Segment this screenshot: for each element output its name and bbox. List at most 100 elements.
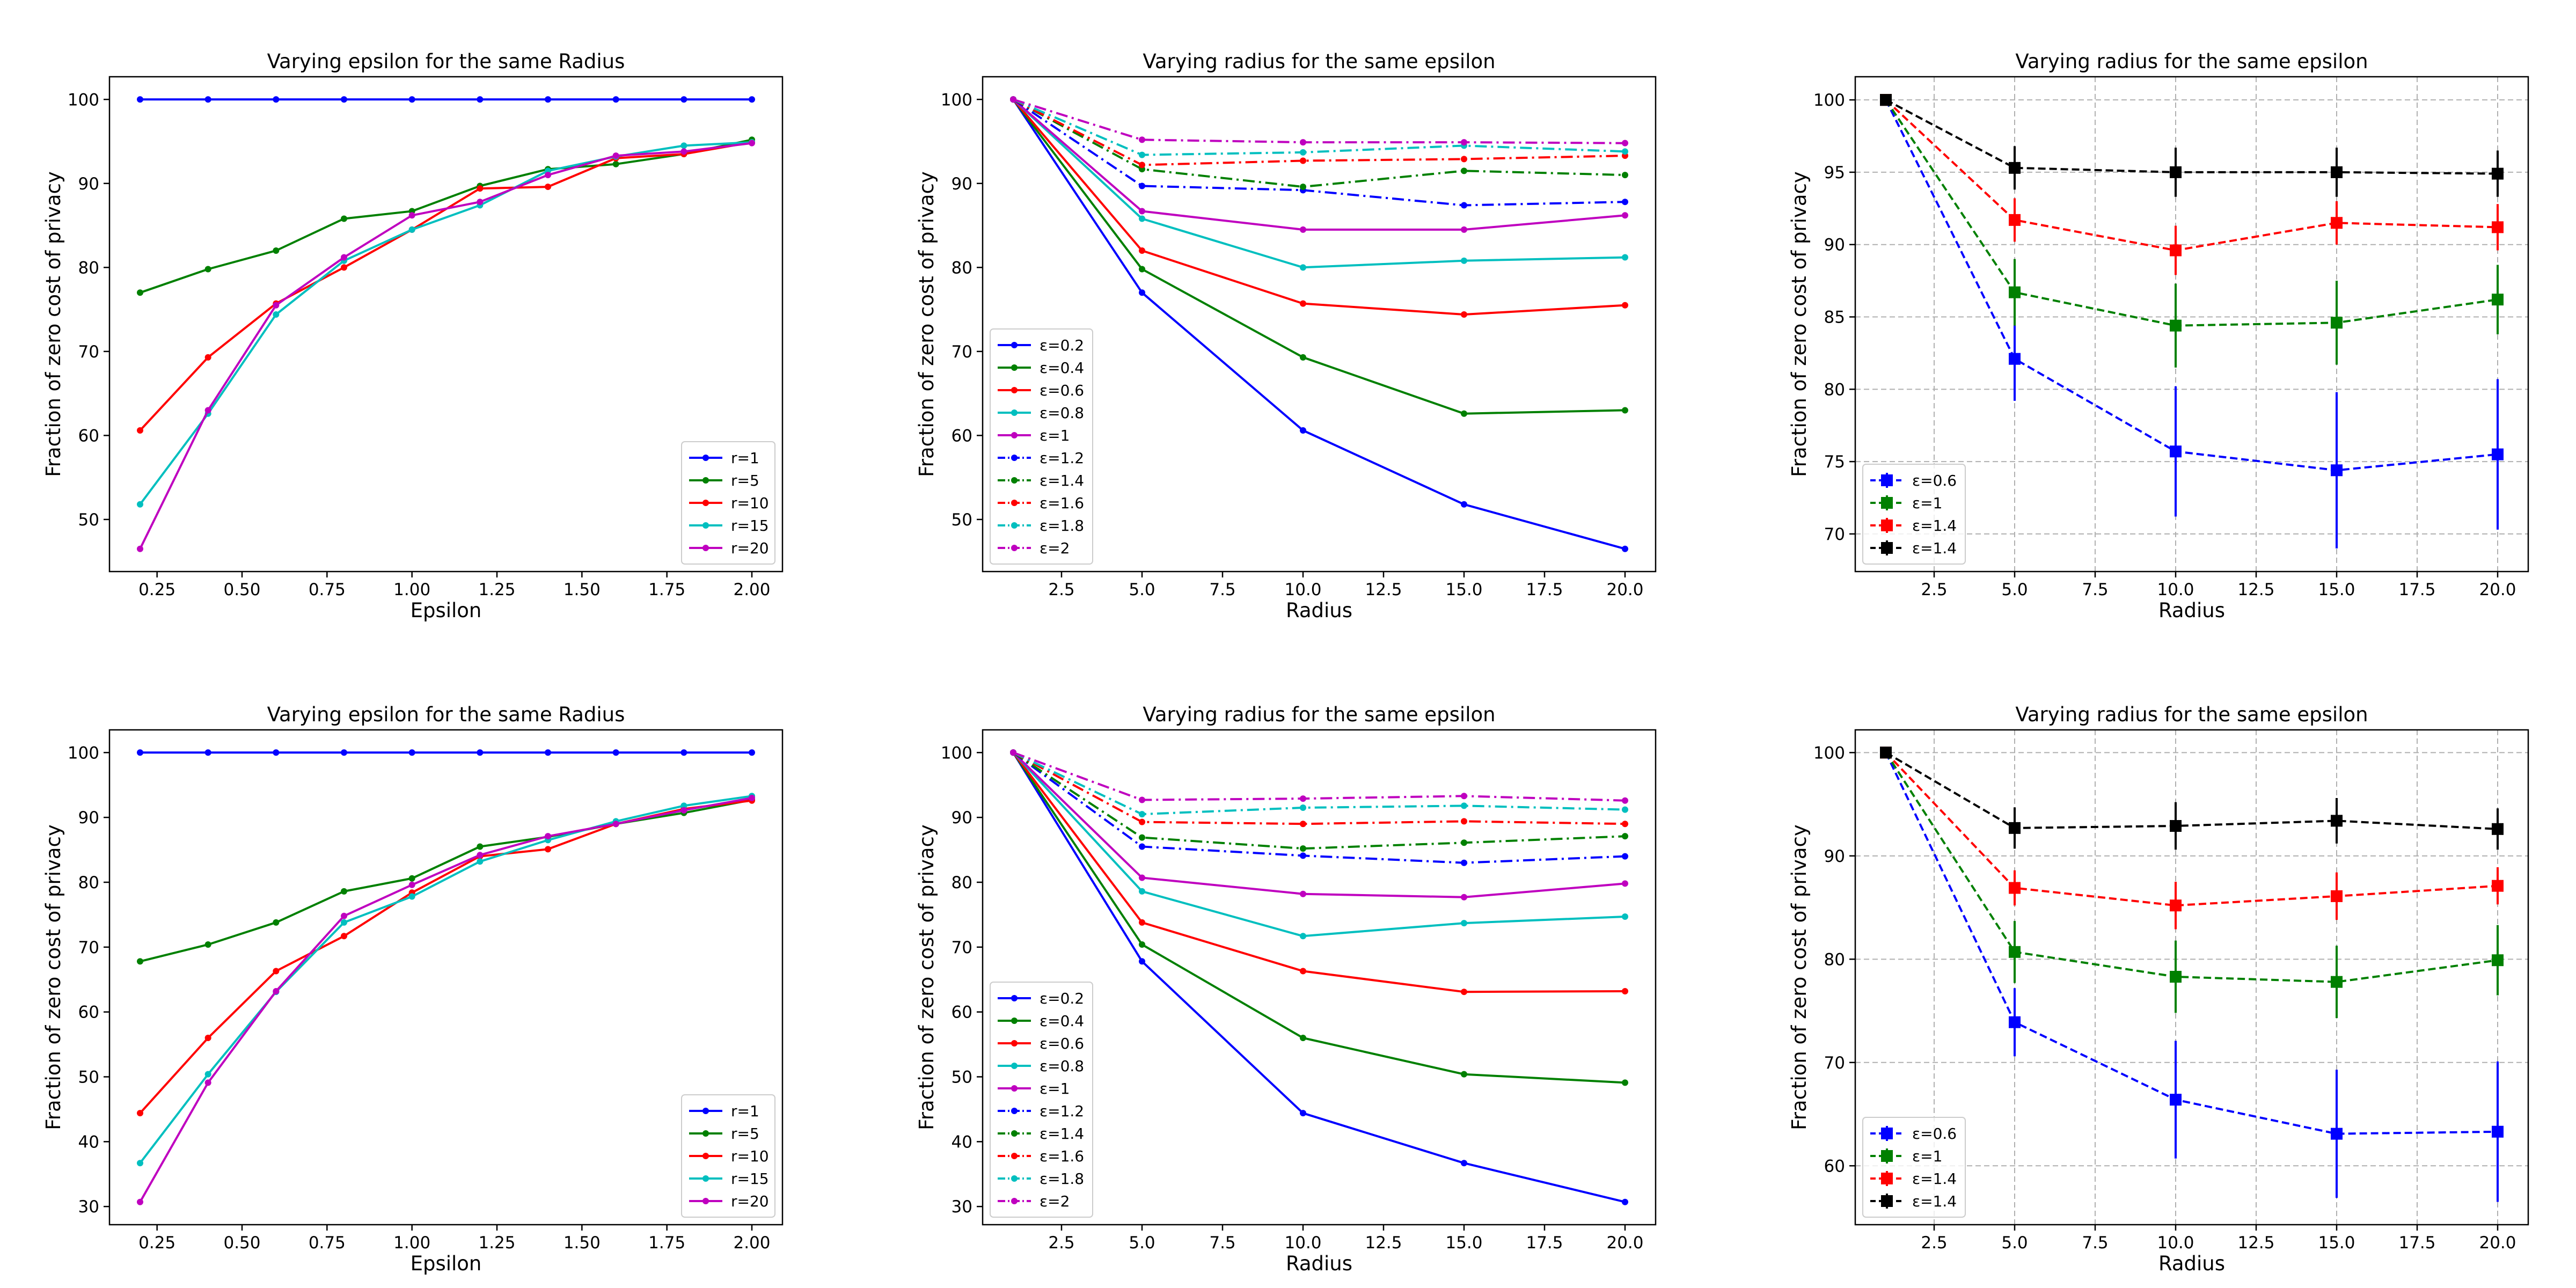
legend-label: r=1 <box>731 1102 759 1120</box>
data-point-marker <box>749 749 755 756</box>
legend: ε=0.6 ε=1 ε=1.4 ε=1.4 <box>1862 1117 1966 1218</box>
series-line <box>139 141 752 505</box>
y-tick-label: 90 <box>952 174 972 194</box>
data-point-marker <box>1461 257 1467 264</box>
x-tick-label: 1.75 <box>648 580 685 599</box>
data-point-marker <box>137 749 143 756</box>
plot-area <box>1855 730 2528 1225</box>
x-tick-label: 15.0 <box>2318 580 2355 599</box>
data-point-marker <box>1461 202 1467 209</box>
axes-frame <box>108 729 784 1226</box>
series-line <box>139 795 752 1164</box>
data-point-marker <box>1139 941 1145 948</box>
data-point-marker <box>408 875 415 882</box>
data-point-marker <box>1300 852 1306 859</box>
data-point-marker <box>612 152 619 159</box>
legend-label: r=15 <box>731 1170 769 1188</box>
chart-title: Varying radius for the same epsilon <box>2015 50 2368 73</box>
x-tick-label: 7.5 <box>1209 580 1235 599</box>
x-tick-label: 17.5 <box>1526 580 1563 599</box>
data-point-marker <box>204 941 211 948</box>
data-point-marker <box>408 226 415 233</box>
legend-label: ε=1 <box>1040 427 1070 444</box>
x-tick-label: 5.0 <box>2001 1233 2028 1253</box>
data-point-marker <box>137 96 143 103</box>
data-point-marker <box>1139 151 1145 158</box>
legend-label: ε=1.8 <box>1040 517 1084 535</box>
data-point-marker <box>702 522 709 529</box>
y-tick-label: 90 <box>1824 236 1845 255</box>
y-axis-label: Fraction of zero cost of privacy <box>42 171 65 477</box>
legend-entry: r=15 <box>689 1170 769 1188</box>
series-eps-1-4 <box>1880 747 2504 930</box>
legend-entry: ε=1.6 <box>998 494 1084 512</box>
data-point-marker <box>749 794 755 801</box>
x-tick-label: 7.5 <box>2082 1233 2108 1253</box>
y-tick-label: 60 <box>1824 1157 1845 1176</box>
data-point-marker <box>1881 1150 1893 1162</box>
data-point-marker <box>680 148 687 155</box>
y-tick-label: 70 <box>1824 525 1845 544</box>
y-axis-label: Fraction of zero cost of privacy <box>1788 171 1811 477</box>
x-tick-label: 5.0 <box>1129 580 1155 599</box>
x-tick-label: 20.0 <box>2479 1233 2516 1253</box>
y-tick-label: 80 <box>78 258 99 277</box>
series-r-20 <box>137 794 755 1205</box>
data-point-marker <box>1139 919 1145 926</box>
data-point-marker <box>1010 749 1016 756</box>
data-point-marker <box>2331 890 2343 902</box>
data-point-marker <box>612 96 619 103</box>
series-line <box>139 796 752 1203</box>
data-point-marker <box>1011 387 1018 393</box>
legend-label: ε=1.4 <box>1040 472 1084 489</box>
legend-entry: r=5 <box>689 1125 759 1143</box>
y-tick-label: 70 <box>78 342 99 362</box>
data-point-marker <box>1300 300 1306 307</box>
legend-entry: r=1 <box>689 449 759 467</box>
data-point-marker <box>1300 821 1306 828</box>
legend-label: ε=1.6 <box>1040 494 1084 512</box>
legend-label: ε=0.6 <box>1912 472 1957 489</box>
data-point-marker <box>137 501 143 508</box>
legend-label: r=5 <box>731 472 759 489</box>
data-point-marker <box>137 289 143 296</box>
data-point-marker <box>1300 264 1306 271</box>
data-point-marker <box>2009 1016 2021 1028</box>
data-point-marker <box>137 958 143 965</box>
legend-label: r=20 <box>731 1192 769 1210</box>
legend-label: ε=1 <box>1912 494 1942 512</box>
x-tick-label: 7.5 <box>1209 1233 1235 1253</box>
legend: r=1 r=5 r=10 r=15 r=20 <box>681 1094 775 1218</box>
legend-label: ε=1 <box>1912 1147 1942 1165</box>
data-point-marker <box>545 96 551 103</box>
x-tick-label: 10.0 <box>1284 1233 1321 1253</box>
data-point-marker <box>545 846 551 853</box>
data-point-marker <box>2170 820 2182 832</box>
data-point-marker <box>2492 448 2504 460</box>
legend-label: r=10 <box>731 494 769 512</box>
data-point-marker <box>1881 474 1893 486</box>
legend-entry: ε=1.4 <box>998 1125 1084 1143</box>
data-point-marker <box>1622 806 1628 813</box>
data-point-marker <box>1300 139 1306 146</box>
data-point-marker <box>1139 247 1145 254</box>
legend-label: r=20 <box>731 539 769 557</box>
legend-entry: ε=0.6 <box>1870 472 1957 489</box>
data-point-marker <box>702 455 709 461</box>
legend-label: ε=1.4 <box>1912 1192 1957 1210</box>
data-point-marker <box>1622 148 1628 155</box>
data-point-marker <box>1139 796 1145 803</box>
y-tick-label: 100 <box>68 743 99 763</box>
data-point-marker <box>1011 1085 1018 1092</box>
data-point-marker <box>702 1153 709 1159</box>
data-point-marker <box>477 843 484 850</box>
y-tick-label: 40 <box>952 1132 972 1152</box>
legend-label: ε=2 <box>1040 539 1070 557</box>
legend-entry: ε=1.4 <box>1870 539 1957 557</box>
data-point-marker <box>1881 519 1893 531</box>
legend-label: ε=0.2 <box>1040 990 1084 1007</box>
data-point-marker <box>1139 811 1145 818</box>
axes-frame <box>982 729 1657 1226</box>
legend-label: ε=0.8 <box>1040 404 1084 422</box>
data-point-marker <box>408 96 415 103</box>
